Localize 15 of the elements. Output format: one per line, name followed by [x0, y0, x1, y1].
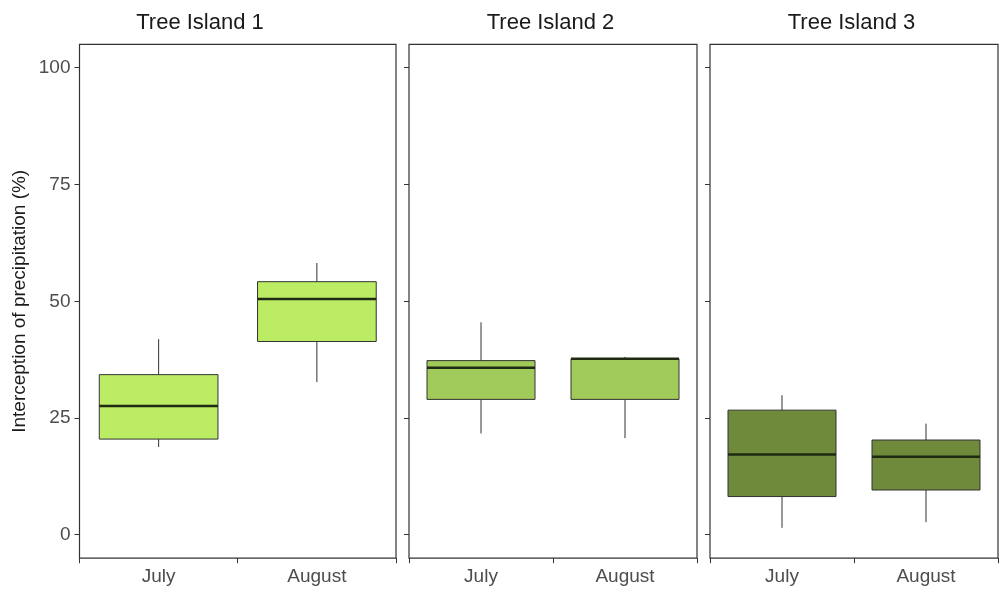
- x-tick-label: August: [287, 564, 348, 586]
- y-tick-label: 25: [49, 406, 71, 428]
- x-tick-label: August: [896, 564, 957, 586]
- y-tick-label: 50: [49, 289, 71, 311]
- x-tick-label: August: [595, 564, 656, 586]
- x-tick-label: July: [765, 564, 800, 586]
- x-tick-label: July: [141, 564, 177, 586]
- y-tick-label: 100: [38, 55, 71, 77]
- y-tick-label: 75: [49, 172, 71, 194]
- chart-title: Tree Island 2: [486, 9, 615, 35]
- chart-title: Tree Island 1: [136, 9, 264, 35]
- chart-title: Tree Island 3: [787, 9, 916, 35]
- x-tick-label: July: [464, 564, 499, 586]
- y-axis-title: Interception of precipitation (%): [7, 169, 29, 433]
- y-tick-label: 0: [59, 523, 71, 545]
